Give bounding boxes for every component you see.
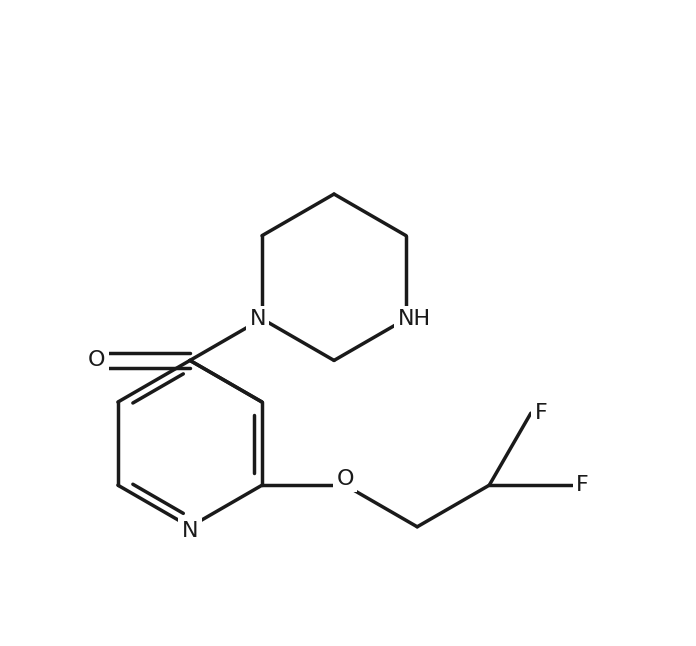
Text: N: N <box>250 309 266 329</box>
Text: O: O <box>336 468 354 488</box>
Text: F: F <box>576 475 589 495</box>
Text: NH: NH <box>398 309 431 329</box>
Text: F: F <box>535 403 547 423</box>
Text: O: O <box>88 350 106 370</box>
Text: N: N <box>182 521 198 541</box>
